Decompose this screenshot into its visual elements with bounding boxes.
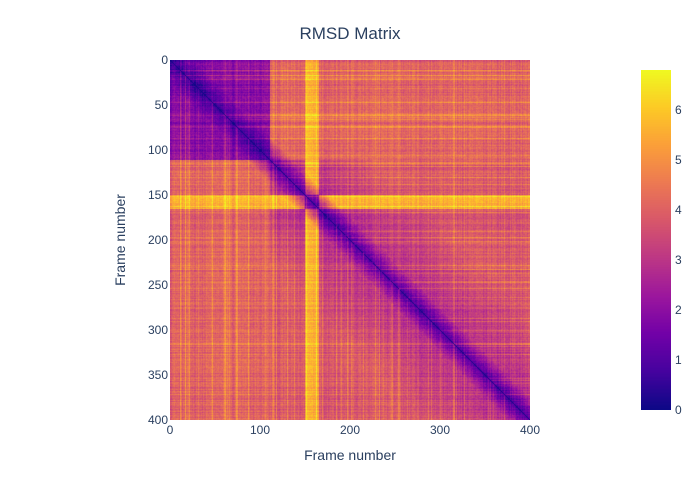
y-tick-label: 350 bbox=[148, 368, 168, 382]
x-tick-label: 100 bbox=[250, 423, 270, 437]
y-tick-label: 300 bbox=[148, 323, 168, 337]
colorbar-tick-label: 6 bbox=[675, 103, 682, 117]
chart-title: RMSD Matrix bbox=[299, 24, 401, 43]
colorbar-tick-label: 2 bbox=[675, 303, 682, 317]
x-axis-label: Frame number bbox=[304, 447, 396, 463]
y-tick-label: 0 bbox=[161, 53, 168, 67]
y-tick-label: 150 bbox=[148, 188, 168, 202]
colorbar-tick-label: 4 bbox=[675, 203, 682, 217]
x-tick-label: 300 bbox=[430, 423, 450, 437]
y-tick-label: 400 bbox=[148, 413, 168, 427]
y-tick-label: 250 bbox=[148, 278, 168, 292]
colorbar-tick-label: 1 bbox=[675, 353, 682, 367]
heatmap-plot-area bbox=[170, 60, 530, 420]
y-tick-label: 100 bbox=[148, 143, 168, 157]
y-tick-label: 50 bbox=[155, 98, 169, 112]
colorbar bbox=[641, 70, 671, 410]
x-tick-label: 200 bbox=[340, 423, 360, 437]
y-axis-label: Frame number bbox=[112, 194, 128, 286]
colorbar-tick-label: 0 bbox=[675, 403, 682, 417]
y-tick-label: 200 bbox=[148, 233, 168, 247]
colorbar-tick-label: 5 bbox=[675, 153, 682, 167]
x-tick-label: 0 bbox=[167, 423, 174, 437]
x-tick-label: 400 bbox=[520, 423, 540, 437]
colorbar-tick-label: 3 bbox=[675, 253, 682, 267]
